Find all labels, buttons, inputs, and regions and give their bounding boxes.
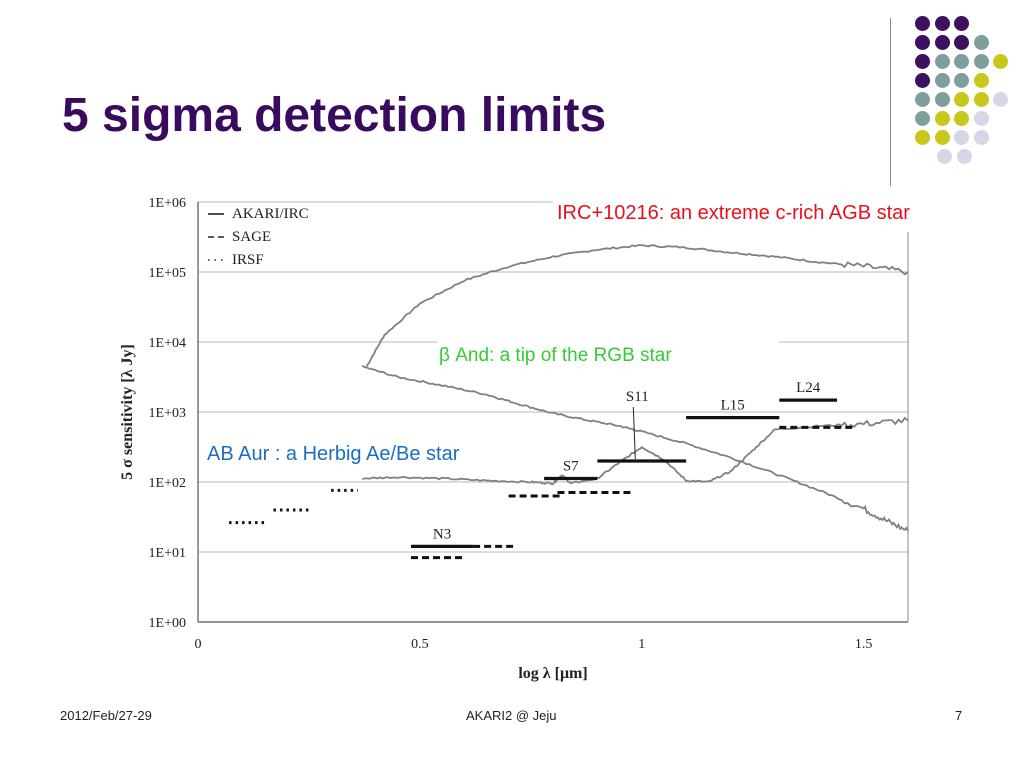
decorative-dot	[934, 130, 950, 145]
x-axis-label: log λ [μm]	[518, 665, 587, 682]
decorative-dot	[934, 92, 950, 107]
band-label: L15	[721, 398, 745, 414]
decorative-dot	[956, 149, 972, 164]
beta-and-annotation: β And: a tip of the RGB star	[437, 341, 779, 373]
slide-number: 7	[955, 708, 963, 723]
y-tick-label: 1E+02	[149, 476, 186, 491]
decorative-dot	[915, 35, 930, 50]
series-line	[365, 244, 909, 367]
legend-label: AKARI/IRC	[232, 206, 309, 222]
legend-label: SAGE	[232, 229, 271, 245]
band-label: S11	[626, 389, 649, 405]
y-tick-label: 1E+03	[149, 406, 186, 421]
decorative-dot	[937, 149, 952, 164]
decorative-dot	[915, 54, 930, 69]
decorative-dot	[934, 35, 950, 50]
decorative-dot	[954, 35, 969, 50]
decorative-dot	[915, 111, 930, 126]
irc10216-annotation-text: IRC+10216: an extreme c-rich AGB star	[557, 202, 910, 224]
decorative-dot	[954, 16, 969, 31]
band-label-pointer	[632, 406, 636, 460]
decorative-dot	[954, 73, 969, 88]
series-line	[361, 364, 909, 532]
decorative-dot	[973, 35, 989, 50]
decorative-dot	[954, 130, 969, 145]
beta-and-annotation-text: β And: a tip of the RGB star	[439, 345, 672, 366]
band-label: S7	[563, 459, 579, 475]
legend-label: IRSF	[232, 252, 264, 268]
x-tick-label: 1.5	[855, 637, 873, 652]
decorative-dot	[915, 92, 930, 107]
ab-aur-annotation: AB Aur : a Herbig Ae/Be star	[200, 438, 542, 471]
decorative-dot	[934, 111, 950, 126]
irc10216-annotation: IRC+10216: an extreme c-rich AGB star	[553, 198, 1019, 232]
y-tick-label: 1E+00	[149, 616, 186, 631]
band-label: N3	[433, 526, 451, 542]
decorative-dot	[973, 92, 989, 107]
decorative-dot	[973, 111, 989, 126]
decorative-dot	[915, 16, 930, 31]
y-tick-label: 1E+06	[149, 196, 186, 211]
decorative-dot	[973, 73, 989, 88]
x-tick-label: 1	[638, 637, 645, 652]
decorative-dot	[934, 73, 950, 88]
decorative-dot	[915, 73, 930, 88]
decorative-dot	[934, 16, 950, 31]
decorative-dot	[934, 54, 950, 69]
footer-date: 2012/Feb/27-29	[60, 708, 152, 723]
band-label: L24	[796, 380, 821, 396]
y-axis-label: 5 σ sensitivity [λ Jy]	[119, 344, 136, 480]
x-tick-label: 0	[195, 637, 202, 652]
y-tick-label: 1E+04	[149, 336, 186, 351]
series-line	[361, 416, 909, 486]
decorative-dot	[954, 92, 969, 107]
decorative-dot	[973, 130, 989, 145]
y-tick-label: 1E+05	[149, 266, 186, 281]
decorative-dot	[954, 111, 969, 126]
slide-title: 5 sigma detection limits	[62, 89, 607, 142]
decorative-dot	[954, 54, 969, 69]
y-tick-label: 1E+01	[149, 546, 186, 561]
decorative-dot	[993, 54, 1008, 69]
x-tick-label: 0.5	[411, 637, 429, 652]
decorative-dot	[915, 130, 930, 145]
footer-venue: AKARI2 @ Jeju	[466, 708, 557, 723]
title-divider	[890, 18, 891, 186]
ab-aur-annotation-text: AB Aur : a Herbig Ae/Be star	[207, 443, 460, 465]
decorative-dot	[993, 92, 1008, 107]
decorative-dot	[973, 54, 989, 69]
